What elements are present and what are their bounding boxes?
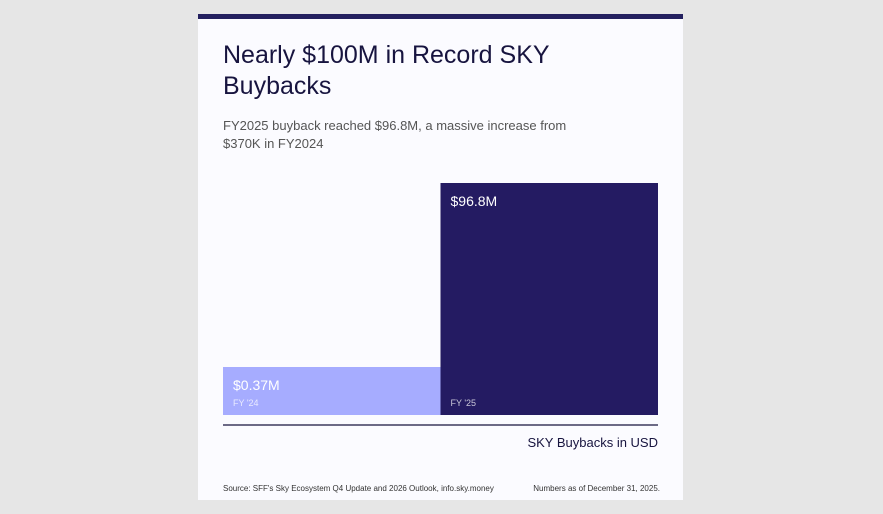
category-label: FY '24 bbox=[233, 398, 259, 408]
chart-card: Nearly $100M in Record SKY Buybacks FY20… bbox=[198, 14, 683, 500]
bar-chart: $0.37M FY '24 $96.8M FY '25 bbox=[223, 183, 658, 426]
source-note: Source: SFF's Sky Ecosystem Q4 Update an… bbox=[223, 484, 494, 493]
chart-subtitle: FY2025 buyback reached $96.8M, a massive… bbox=[223, 118, 567, 151]
accent-bar bbox=[198, 14, 683, 19]
bar-1 bbox=[440, 183, 658, 415]
category-label: FY '25 bbox=[451, 398, 477, 408]
bar-value-label: $96.8M bbox=[451, 193, 498, 209]
chart-title: Nearly $100M in Record SKY Buybacks bbox=[223, 41, 550, 100]
bar-value-label: $0.37M bbox=[233, 377, 280, 393]
bar-0 bbox=[223, 367, 441, 415]
as-of-note: Numbers as of December 31, 2025. bbox=[533, 484, 660, 493]
legend-label: SKY Buybacks in USD bbox=[527, 435, 658, 450]
